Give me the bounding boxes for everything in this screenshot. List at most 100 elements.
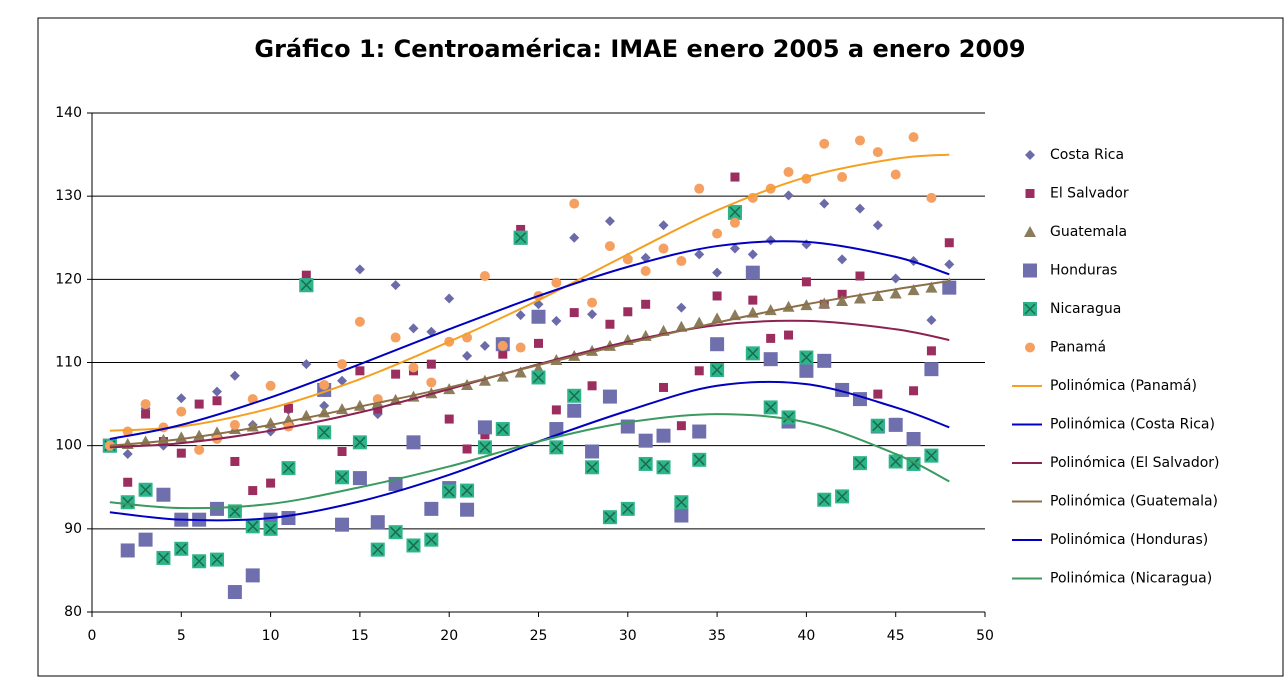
point bbox=[138, 482, 153, 497]
point bbox=[480, 430, 490, 440]
point bbox=[513, 230, 528, 245]
point bbox=[248, 486, 258, 496]
point bbox=[692, 452, 707, 467]
point bbox=[873, 389, 883, 399]
point bbox=[370, 542, 385, 557]
point bbox=[659, 382, 669, 392]
marker-part bbox=[800, 351, 812, 364]
point bbox=[602, 510, 617, 525]
legend-swatch bbox=[1023, 302, 1037, 316]
point bbox=[424, 532, 439, 547]
point bbox=[460, 502, 475, 517]
marker-part bbox=[925, 450, 937, 462]
x-tick-label: 5 bbox=[177, 628, 186, 644]
marker-part bbox=[550, 441, 562, 453]
point bbox=[783, 167, 794, 178]
marker-part bbox=[300, 279, 312, 291]
point bbox=[156, 487, 171, 502]
point bbox=[444, 414, 454, 424]
point bbox=[745, 346, 760, 361]
point bbox=[120, 495, 135, 510]
marker-part bbox=[532, 371, 545, 384]
point bbox=[623, 307, 633, 317]
legend-label: Nicaragua bbox=[1050, 301, 1121, 317]
point bbox=[674, 495, 689, 510]
point bbox=[549, 440, 564, 455]
x-tick-label: 20 bbox=[440, 628, 458, 644]
point bbox=[924, 362, 939, 377]
point bbox=[712, 228, 723, 239]
point bbox=[641, 299, 651, 309]
point bbox=[711, 312, 724, 324]
point bbox=[747, 249, 758, 260]
point bbox=[477, 420, 492, 435]
y-tick-label: 120 bbox=[55, 271, 82, 287]
point bbox=[229, 419, 240, 430]
marker-part bbox=[711, 364, 723, 376]
legend-label: Panamá bbox=[1050, 340, 1106, 356]
point bbox=[748, 295, 758, 305]
point bbox=[567, 403, 582, 418]
y-tick-label: 100 bbox=[55, 438, 82, 454]
point bbox=[888, 417, 903, 432]
point bbox=[730, 172, 740, 182]
marker-part bbox=[247, 520, 259, 532]
point bbox=[335, 517, 350, 532]
point bbox=[141, 409, 151, 419]
point bbox=[944, 259, 955, 270]
point bbox=[138, 532, 153, 547]
legend-label: Polinómica (Costa Rica) bbox=[1050, 417, 1215, 433]
point bbox=[944, 238, 954, 248]
point bbox=[299, 278, 314, 293]
marker-part bbox=[783, 411, 795, 423]
point bbox=[763, 400, 778, 415]
legend-label: Costa Rica bbox=[1050, 147, 1124, 163]
point bbox=[406, 538, 421, 553]
point bbox=[871, 289, 884, 301]
point bbox=[245, 519, 260, 534]
point bbox=[852, 456, 867, 471]
point bbox=[354, 264, 365, 275]
point bbox=[122, 448, 133, 459]
point bbox=[551, 277, 562, 288]
marker-part bbox=[818, 494, 830, 506]
point bbox=[729, 243, 740, 254]
point bbox=[854, 203, 865, 214]
point bbox=[355, 366, 365, 376]
trend-line bbox=[109, 413, 950, 510]
marker-part bbox=[836, 490, 848, 502]
point bbox=[763, 352, 778, 367]
point bbox=[354, 316, 365, 327]
point bbox=[676, 302, 687, 313]
point bbox=[194, 399, 204, 409]
x-tick-label: 15 bbox=[351, 628, 369, 644]
marker-part bbox=[336, 471, 348, 483]
point bbox=[784, 330, 794, 340]
point bbox=[212, 396, 222, 406]
marker-part bbox=[765, 401, 777, 413]
marker-part bbox=[211, 554, 223, 566]
point bbox=[889, 287, 902, 299]
marker-part bbox=[693, 454, 705, 466]
point bbox=[890, 273, 901, 284]
point bbox=[390, 280, 401, 291]
legend-swatch bbox=[1025, 342, 1035, 353]
marker-part bbox=[568, 390, 580, 402]
point bbox=[888, 454, 903, 469]
point bbox=[694, 366, 704, 376]
point bbox=[906, 432, 921, 447]
marker-part bbox=[461, 485, 473, 497]
point bbox=[855, 271, 865, 281]
point bbox=[818, 297, 831, 309]
point bbox=[909, 386, 919, 396]
point bbox=[531, 370, 546, 385]
marker-part bbox=[1024, 303, 1036, 315]
marker-part bbox=[586, 461, 598, 473]
point bbox=[122, 426, 133, 437]
legend-swatch bbox=[1025, 189, 1035, 198]
point bbox=[745, 265, 760, 280]
point bbox=[478, 374, 491, 386]
point bbox=[694, 249, 705, 260]
point bbox=[479, 271, 490, 282]
point bbox=[210, 552, 225, 567]
